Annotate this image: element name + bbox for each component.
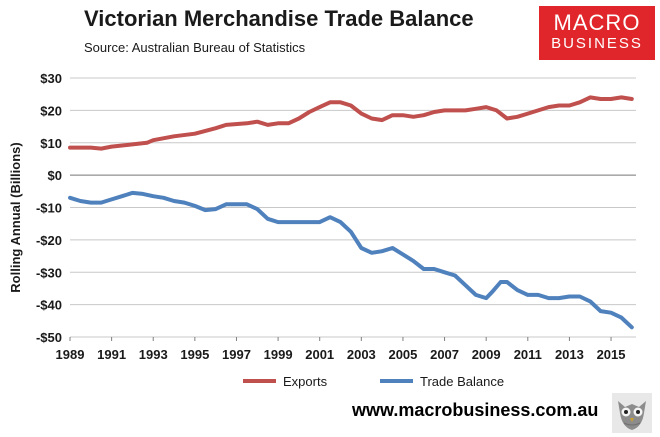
y-axis-title: Rolling Annual (Billions) bbox=[8, 142, 23, 292]
owl-icon bbox=[612, 393, 652, 433]
footer-url: www.macrobusiness.com.au bbox=[352, 400, 599, 420]
y-tick-label: $30 bbox=[40, 71, 62, 86]
y-tick-label: -$10 bbox=[36, 201, 62, 216]
y-tick-label: $0 bbox=[48, 168, 62, 183]
legend-label-exports: Exports bbox=[283, 374, 328, 389]
chart-source: Source: Australian Bureau of Statistics bbox=[84, 40, 306, 55]
legend-label-trade-balance: Trade Balance bbox=[420, 374, 504, 389]
x-tick-label: 1989 bbox=[56, 347, 85, 362]
y-tick-label: $10 bbox=[40, 136, 62, 151]
logo-line-1: MACRO bbox=[553, 10, 641, 35]
x-tick-label: 2015 bbox=[597, 347, 626, 362]
series-line-trade-balance bbox=[68, 190, 634, 330]
y-tick-label: -$50 bbox=[36, 330, 62, 345]
x-tick-label: 1991 bbox=[97, 347, 126, 362]
macrobusiness-logo: MACRO BUSINESS bbox=[539, 6, 655, 60]
x-tick-label: 2011 bbox=[514, 347, 542, 362]
x-tick-label: 1993 bbox=[139, 347, 168, 362]
x-tick-label: 2001 bbox=[305, 347, 334, 362]
y-tick-label: -$20 bbox=[36, 233, 62, 248]
x-tick-label: 1997 bbox=[222, 347, 251, 362]
chart-title: Victorian Merchandise Trade Balance bbox=[84, 6, 474, 31]
x-tick-label: 2005 bbox=[388, 347, 417, 362]
x-tick-label: 2003 bbox=[347, 347, 376, 362]
x-tick-label: 2013 bbox=[555, 347, 584, 362]
x-tick-label: 2009 bbox=[472, 347, 501, 362]
y-tick-label: -$40 bbox=[36, 298, 62, 313]
series-line-exports bbox=[68, 95, 634, 151]
y-tick-label: -$30 bbox=[36, 265, 62, 280]
x-tick-label: 2007 bbox=[430, 347, 459, 362]
logo-line-2: BUSINESS bbox=[551, 35, 643, 52]
y-tick-label: $20 bbox=[40, 103, 62, 118]
x-tick-label: 1995 bbox=[180, 347, 209, 362]
x-tick-label: 1999 bbox=[264, 347, 293, 362]
